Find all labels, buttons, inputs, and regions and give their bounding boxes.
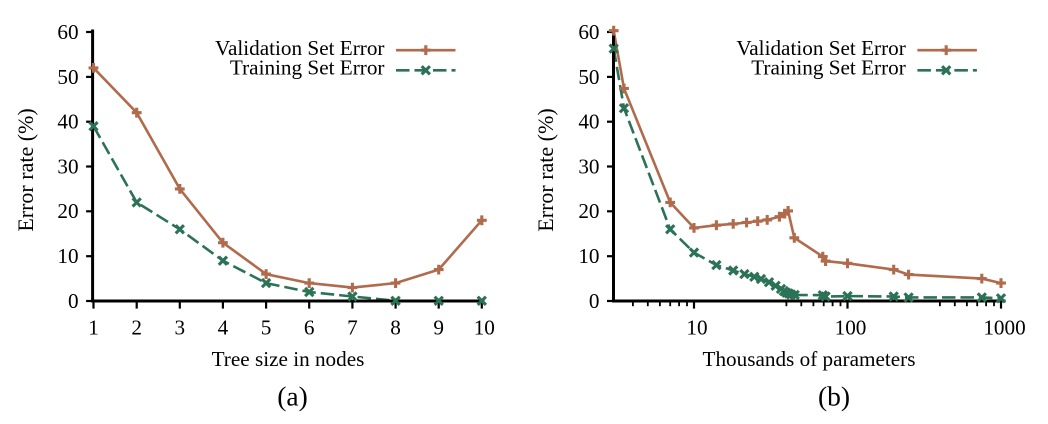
- svg-text:9: 9: [433, 316, 444, 340]
- svg-text:20: 20: [57, 199, 78, 223]
- svg-text:10: 10: [57, 244, 78, 268]
- svg-text:3: 3: [175, 316, 186, 340]
- svg-text:40: 40: [57, 110, 78, 134]
- svg-text:1000: 1000: [983, 316, 1025, 340]
- svg-text:(a): (a): [277, 381, 308, 412]
- svg-text:Training Set Error: Training Set Error: [751, 55, 906, 79]
- svg-text:Training Set Error: Training Set Error: [230, 55, 385, 79]
- svg-text:100: 100: [835, 316, 867, 340]
- svg-text:10: 10: [578, 244, 599, 268]
- svg-text:40: 40: [578, 110, 599, 134]
- svg-text:8: 8: [390, 316, 401, 340]
- svg-text:0: 0: [68, 289, 79, 313]
- svg-text:6: 6: [304, 316, 315, 340]
- svg-text:30: 30: [578, 154, 599, 178]
- svg-text:Thousands of parameters: Thousands of parameters: [703, 347, 916, 371]
- svg-text:Error rate (%): Error rate (%): [13, 108, 38, 231]
- svg-text:1: 1: [88, 316, 99, 340]
- svg-text:Validation Set Error: Validation Set Error: [215, 36, 384, 60]
- svg-text:2: 2: [131, 316, 142, 340]
- svg-text:10: 10: [474, 316, 495, 340]
- svg-text:50: 50: [578, 65, 599, 89]
- svg-text:4: 4: [218, 316, 229, 340]
- svg-text:5: 5: [261, 316, 272, 340]
- svg-text:7: 7: [347, 316, 358, 340]
- svg-text:10: 10: [686, 316, 707, 340]
- svg-text:20: 20: [578, 199, 599, 223]
- svg-text:(b): (b): [818, 381, 850, 412]
- svg-text:60: 60: [57, 20, 78, 44]
- svg-text:30: 30: [57, 154, 78, 178]
- svg-text:0: 0: [589, 289, 600, 313]
- svg-text:60: 60: [578, 20, 599, 44]
- svg-text:50: 50: [57, 65, 78, 89]
- svg-text:Error rate (%): Error rate (%): [533, 108, 558, 231]
- svg-text:Validation Set Error: Validation Set Error: [736, 36, 905, 60]
- svg-text:Tree size in nodes: Tree size in nodes: [212, 347, 365, 371]
